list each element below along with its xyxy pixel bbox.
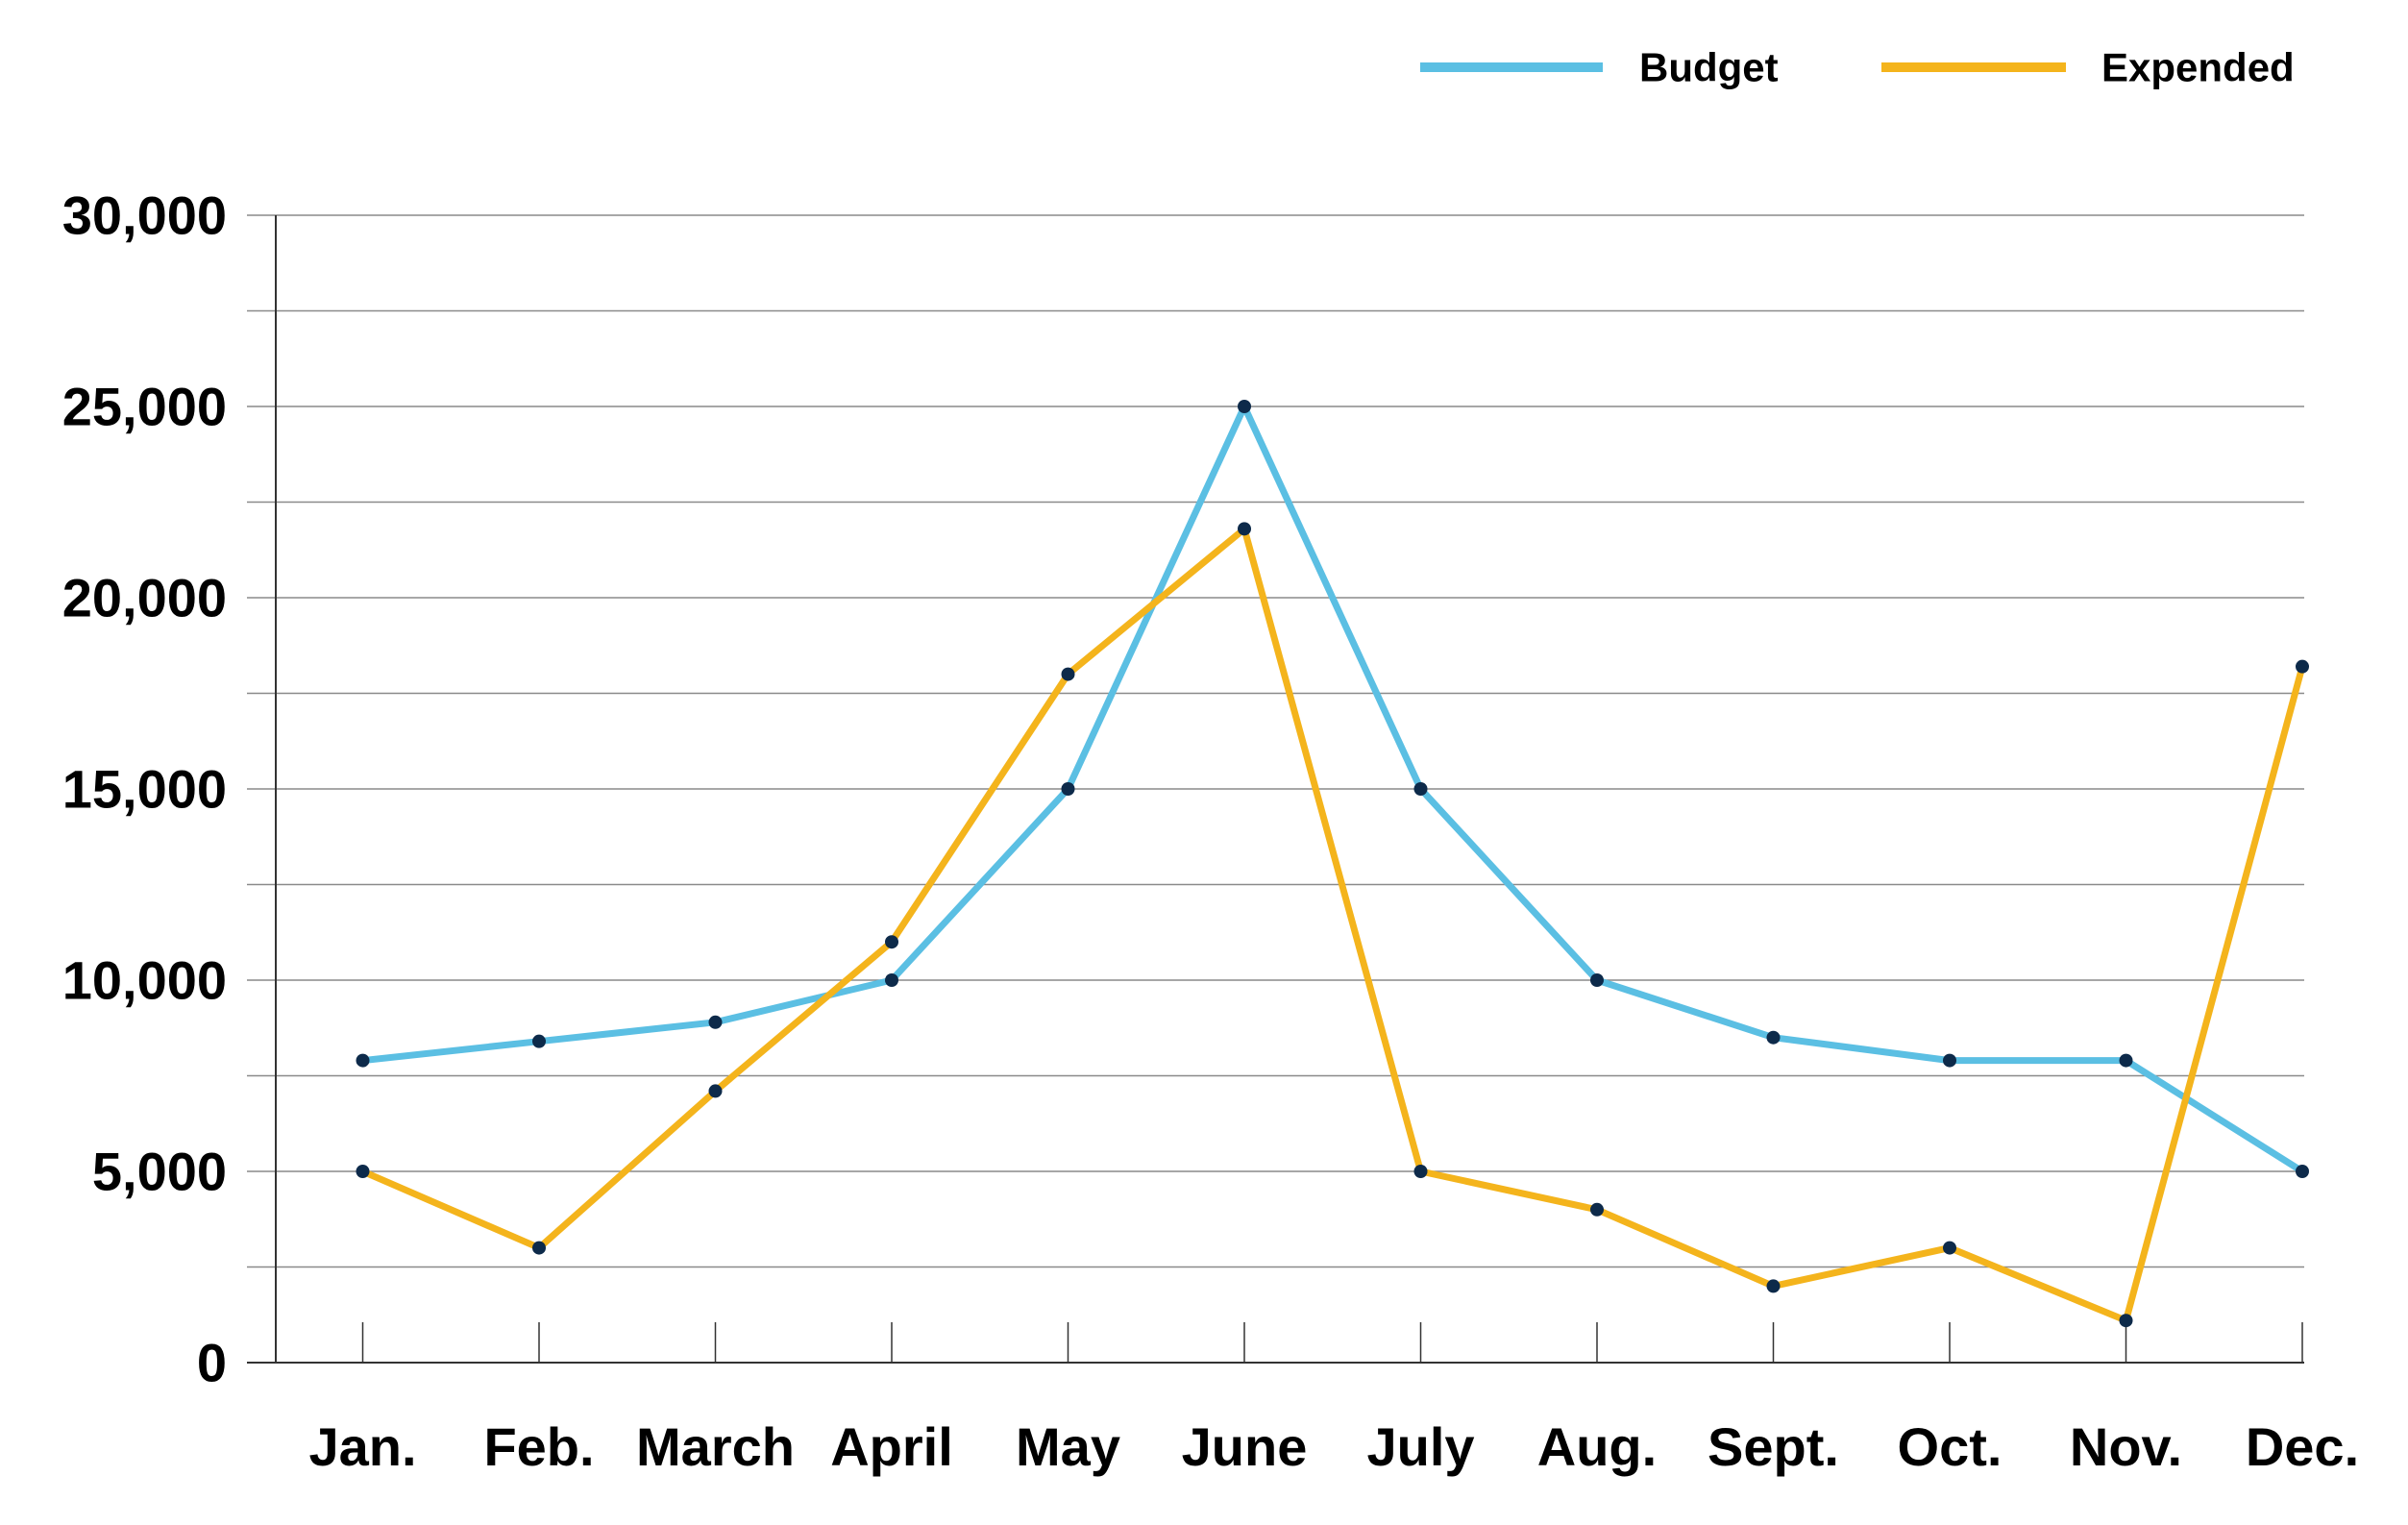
data-point-budget xyxy=(708,1015,723,1029)
data-point-expended xyxy=(532,1241,546,1255)
y-tick-label: 20,000 xyxy=(62,568,227,628)
x-axis-tick-labels: Jan. Feb. March April May June July Aug. Sept. Oc… xyxy=(308,1416,2359,1477)
legend-label-budget: Budget xyxy=(1639,45,1779,90)
x-tick-label: March xyxy=(636,1416,795,1477)
x-tick-label: Feb. xyxy=(483,1416,594,1477)
data-point-budget xyxy=(356,1053,370,1068)
data-point-expended xyxy=(2119,1314,2133,1328)
legend-label-expended: Expended xyxy=(2101,45,2295,90)
x-tick-label: Oct. xyxy=(1898,1416,2003,1477)
data-point-budget xyxy=(2296,1165,2309,1178)
legend: Budget Expended xyxy=(1420,45,2295,90)
x-tick-label: April xyxy=(830,1416,953,1477)
data-point-budget xyxy=(532,1034,546,1048)
series-lines xyxy=(359,403,2306,1324)
y-tick-label: 0 xyxy=(197,1333,227,1393)
data-point-budget xyxy=(1943,1053,1956,1068)
data-point-expended xyxy=(356,1165,370,1178)
x-tick-label: Dec. xyxy=(2246,1416,2359,1477)
data-point-budget xyxy=(1061,782,1075,796)
y-tick-label: 30,000 xyxy=(62,185,227,246)
data-point-budget xyxy=(1238,400,1251,413)
series-line-budget xyxy=(359,403,2306,1175)
series-line-expended xyxy=(359,525,2306,1324)
y-axis-tick-labels: 0 5,000 10,000 15,000 20,000 25,000 30,000 xyxy=(62,185,227,1393)
data-point-budget xyxy=(885,973,898,987)
data-point-expended xyxy=(1943,1241,1956,1255)
x-tick-label: Nov. xyxy=(2070,1416,2182,1477)
data-point-expended xyxy=(1238,522,1251,536)
grid-lines xyxy=(247,214,2304,1268)
x-tick-label: July xyxy=(1366,1416,1474,1477)
data-point-budget xyxy=(1590,973,1604,987)
data-point-expended xyxy=(708,1084,723,1098)
y-tick-label: 15,000 xyxy=(62,759,227,820)
data-point-budget xyxy=(1766,1030,1781,1045)
y-tick-label: 25,000 xyxy=(62,377,227,437)
data-point-expended xyxy=(1766,1279,1781,1293)
x-tick-label: May xyxy=(1016,1416,1120,1477)
data-point-expended xyxy=(1061,667,1075,681)
x-tick-label: Sept. xyxy=(1708,1416,1839,1477)
x-tick-label: Jan. xyxy=(308,1416,416,1477)
data-point-expended xyxy=(1413,1165,1428,1178)
data-point-expended xyxy=(885,935,898,949)
y-tick-label: 5,000 xyxy=(92,1142,227,1202)
data-point-expended xyxy=(1590,1202,1604,1217)
series-markers xyxy=(356,400,2309,1328)
x-tick-label: June xyxy=(1182,1416,1308,1477)
data-point-budget xyxy=(1413,782,1428,796)
data-point-expended xyxy=(2296,659,2309,674)
y-tick-label: 10,000 xyxy=(62,950,227,1011)
axes xyxy=(247,215,2304,1364)
x-tick-label: Aug. xyxy=(1537,1416,1657,1477)
data-point-budget xyxy=(2119,1053,2133,1068)
